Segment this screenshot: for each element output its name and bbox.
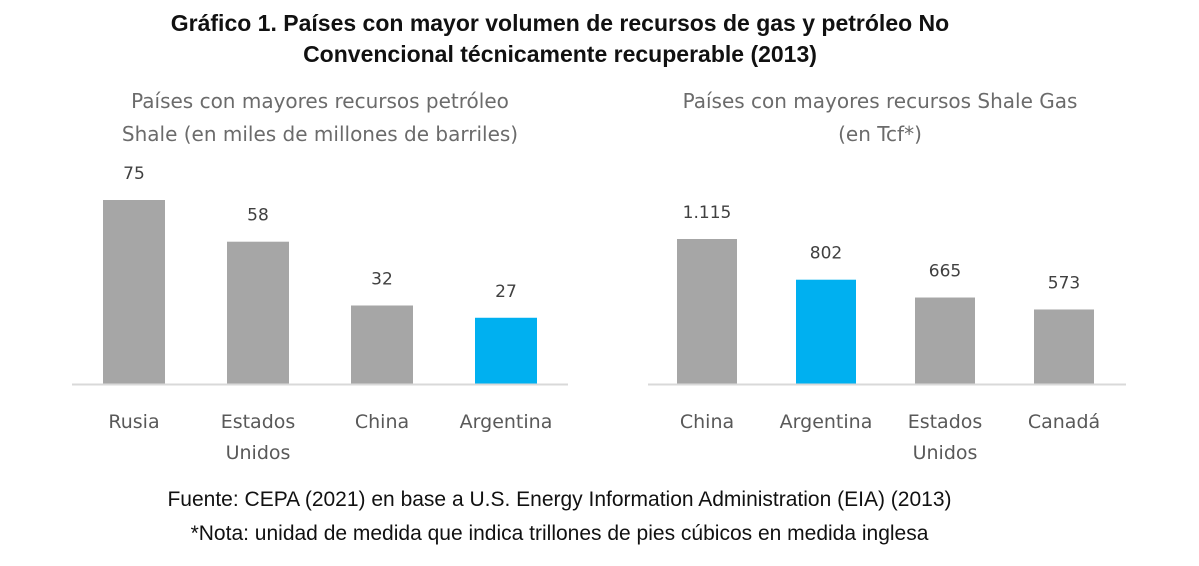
gas-bar-2 xyxy=(796,279,856,384)
footer-note: *Nota: unidad de medida que indica trill… xyxy=(190,522,929,545)
oil-category-label-2-line-2: Unidos xyxy=(226,442,291,464)
gas-bar-4 xyxy=(1034,309,1094,384)
oil-subtitle-line-1: Países con mayores recursos petróleo xyxy=(131,89,509,113)
gas-category-label-2: Argentina xyxy=(780,411,873,433)
footer-source: Fuente: CEPA (2021) en base a U.S. Energ… xyxy=(167,488,952,511)
gas-subtitle-line-2: (en Tcf*) xyxy=(838,122,922,146)
gas-subtitle-line-1: Países con mayores recursos Shale Gas xyxy=(683,89,1078,113)
gas-value-label-2: 802 xyxy=(810,244,842,264)
oil-category-label-3: China xyxy=(355,411,409,433)
gas-value-label-4: 573 xyxy=(1048,273,1080,293)
gas-value-label-3: 665 xyxy=(929,262,961,282)
oil-bar-3 xyxy=(351,305,413,384)
chart-main-title: Gráfico 1. Países con mayor volumen de r… xyxy=(170,10,950,67)
oil-bar-1 xyxy=(103,200,165,384)
gas-bar-3 xyxy=(915,297,975,384)
oil-bar-2 xyxy=(227,241,289,384)
oil-subtitle-line-2: Shale (en miles de millones de barriles) xyxy=(122,122,518,146)
oil-bar-4 xyxy=(475,317,537,384)
oil-value-label-2: 58 xyxy=(247,206,269,226)
gas-bar-1 xyxy=(677,239,737,384)
gas-category-label-3-line-2: Unidos xyxy=(913,442,978,464)
gas-category-label-3-line-1: Estados xyxy=(908,411,983,433)
gas-category-label-4: Canadá xyxy=(1028,411,1100,433)
oil-value-label-1: 75 xyxy=(123,164,145,184)
gas-category-label-1: China xyxy=(680,411,734,433)
oil-value-label-3: 32 xyxy=(371,269,393,289)
oil-value-label-4: 27 xyxy=(495,282,517,302)
gas-value-label-1: 1.115 xyxy=(683,203,732,223)
shale-gas-bar-chart: Países con mayores recursos Shale Gas (en… xyxy=(648,89,1126,464)
oil-category-label-4: Argentina xyxy=(460,411,553,433)
oil-shale-bar-chart: Países con mayores recursos petróleo Shal… xyxy=(72,89,568,464)
oil-category-label-1: Rusia xyxy=(108,411,159,433)
oil-category-label-2-line-1: Estados xyxy=(221,411,296,433)
